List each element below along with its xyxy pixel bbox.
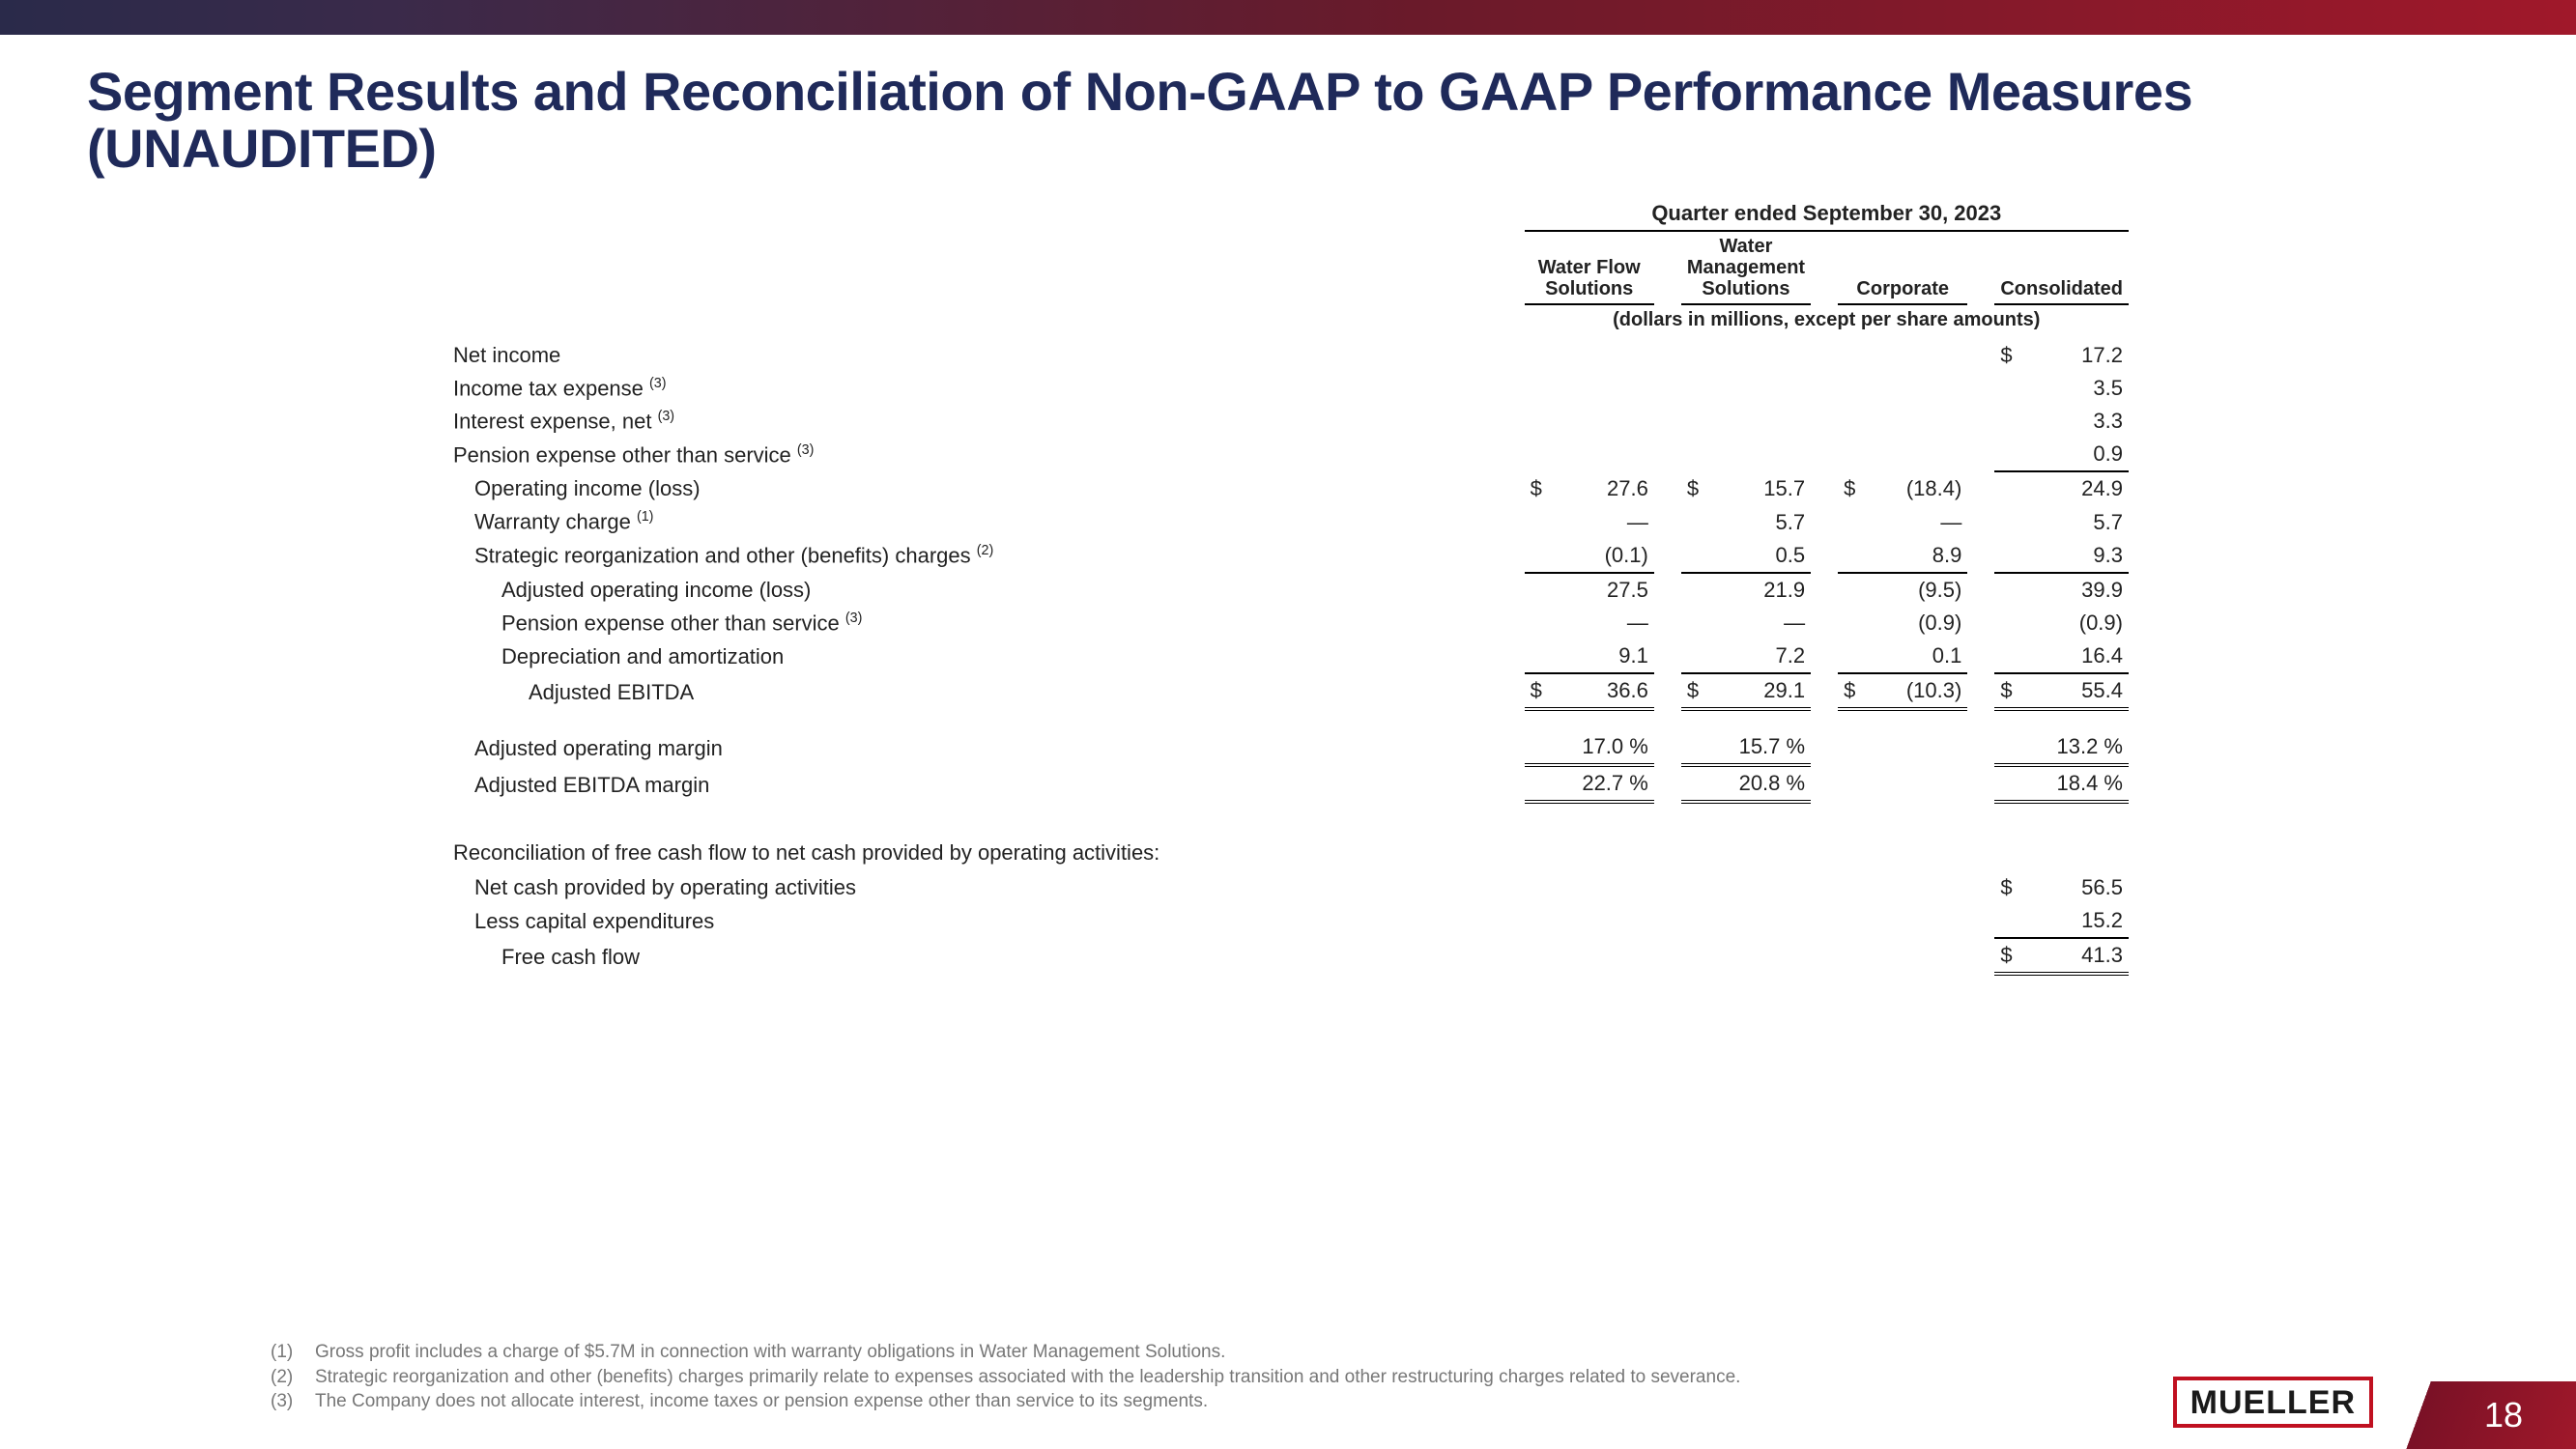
slide-body: Segment Results and Reconciliation of No…	[0, 35, 2576, 1449]
row-interest: Interest expense, net (3) 3.3	[447, 405, 2129, 438]
row-adj-ebitda: Adjusted EBITDA $36.6 $29.1 $(10.3) $55.…	[447, 673, 2129, 709]
row-adj-op-income: Adjusted operating income (loss) 27.5 21…	[447, 573, 2129, 607]
row-strategic: Strategic reorganization and other (bene…	[447, 539, 2129, 573]
row-pension1: Pension expense other than service (3) 0…	[447, 438, 2129, 471]
col-wms: Water Management Solutions	[1681, 231, 1811, 304]
period-row: Quarter ended September 30, 2023	[447, 197, 2129, 231]
page-number: 18	[2402, 1381, 2576, 1449]
column-headers-row: Water Flow Solutions Water Management So…	[447, 231, 2129, 304]
row-pension2: Pension expense other than service (3) —…	[447, 607, 2129, 639]
row-op-cash: Net cash provided by operating activitie…	[447, 871, 2129, 904]
row-adj-ebitda-margin: Adjusted EBITDA margin 22.7 % 20.8 % 18.…	[447, 765, 2129, 802]
financial-table: Quarter ended September 30, 2023 Water F…	[447, 197, 2129, 976]
row-dep-amort: Depreciation and amortization 9.1 7.2 0.…	[447, 639, 2129, 673]
col-cons: Consolidated	[1994, 231, 2129, 304]
row-adj-op-margin: Adjusted operating margin 17.0 % 15.7 % …	[447, 730, 2129, 765]
row-capex: Less capital expenditures 15.2	[447, 904, 2129, 938]
row-income-tax: Income tax expense (3) 3.5	[447, 372, 2129, 405]
page-title: Segment Results and Reconciliation of No…	[87, 64, 2489, 178]
row-warranty: Warranty charge (1) — 5.7 — 5.7	[447, 505, 2129, 538]
period-header: Quarter ended September 30, 2023	[1525, 197, 2129, 231]
row-net-income: Net income $17.2	[447, 339, 2129, 372]
footnotes: (1)Gross profit includes a charge of $5.…	[271, 1340, 1740, 1414]
col-corp: Corporate	[1838, 231, 1967, 304]
fcf-section-label: Reconciliation of free cash flow to net …	[447, 823, 2129, 871]
row-free-cash: Free cash flow $41.3	[447, 938, 2129, 974]
footnote-1: (1)Gross profit includes a charge of $5.…	[271, 1340, 1740, 1365]
mueller-logo: MUELLER	[2173, 1377, 2373, 1428]
top-gradient-bar	[0, 0, 2576, 35]
units-row: (dollars in millions, except per share a…	[447, 304, 2129, 339]
footnote-3: (3)The Company does not allocate interes…	[271, 1389, 1740, 1414]
units-note: (dollars in millions, except per share a…	[1525, 304, 2129, 339]
row-op-income: Operating income (loss) $27.6 $15.7 $(18…	[447, 471, 2129, 505]
footnote-2: (2)Strategic reorganization and other (b…	[271, 1365, 1740, 1390]
col-wfs: Water Flow Solutions	[1525, 231, 1654, 304]
